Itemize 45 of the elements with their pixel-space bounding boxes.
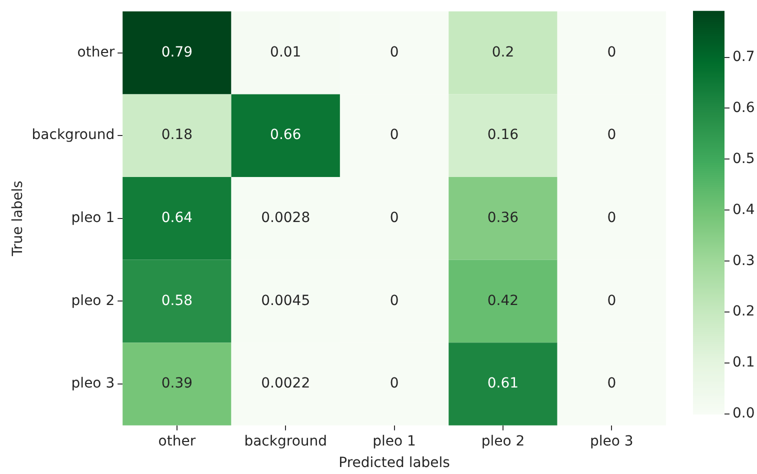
data-label: 0	[607, 210, 616, 226]
data-label: 0	[390, 210, 399, 226]
data-label: 0.64	[161, 210, 193, 226]
color-bar-label: 0.5	[732, 150, 755, 167]
x-tick-label: pleo 3	[590, 433, 634, 450]
data-label: 0.18	[161, 127, 193, 144]
data-label: 0.79	[161, 44, 193, 60]
data-label: 0.0022	[261, 376, 310, 392]
color-bar-label: 0.4	[732, 202, 755, 218]
data-label: 0.0045	[261, 292, 310, 309]
data-label: 0	[607, 376, 616, 392]
data-label: 0.66	[270, 127, 302, 144]
y-axis-title: True labels	[10, 180, 26, 258]
color-bar-label: 0.3	[732, 252, 755, 269]
color-bar-label: 0.6	[732, 100, 755, 116]
data-label: 0.61	[487, 376, 519, 392]
y-tick-label: pleo 1	[71, 210, 115, 226]
x-tick-label: pleo 2	[481, 433, 525, 450]
data-label: 0	[607, 292, 616, 309]
data-label: 0.2	[492, 44, 514, 60]
data-label: 0	[390, 376, 399, 392]
data-label: 0.39	[161, 376, 193, 392]
color-bar-label: 0.1	[732, 354, 755, 371]
x-axis-title: Predicted labels	[338, 455, 450, 472]
x-tick-label: other	[158, 433, 196, 450]
color-bar-label: 0.2	[732, 304, 755, 320]
y-tick-label: other	[77, 44, 115, 60]
data-label: 0	[607, 44, 616, 60]
data-label: 0	[390, 292, 399, 309]
y-tick-label: background	[32, 127, 115, 144]
x-tick-label: background	[244, 433, 328, 450]
data-label: 0	[390, 127, 399, 144]
data-label: 0.36	[487, 210, 519, 226]
color-bar-label: 0.0	[732, 406, 755, 422]
y-tick-label: pleo 3	[71, 376, 115, 392]
data-label: 0.42	[487, 292, 519, 309]
data-label: 0.16	[487, 127, 519, 144]
data-label: 0	[607, 127, 616, 144]
data-label: 0.58	[161, 292, 193, 309]
x-tick-label: pleo 1	[372, 433, 416, 450]
y-tick-label: pleo 2	[71, 292, 115, 309]
data-label: 0	[390, 44, 399, 60]
color-bar-label: 0.7	[732, 48, 755, 65]
data-label: 0.01	[270, 44, 302, 60]
data-label: 0.0028	[261, 210, 310, 226]
